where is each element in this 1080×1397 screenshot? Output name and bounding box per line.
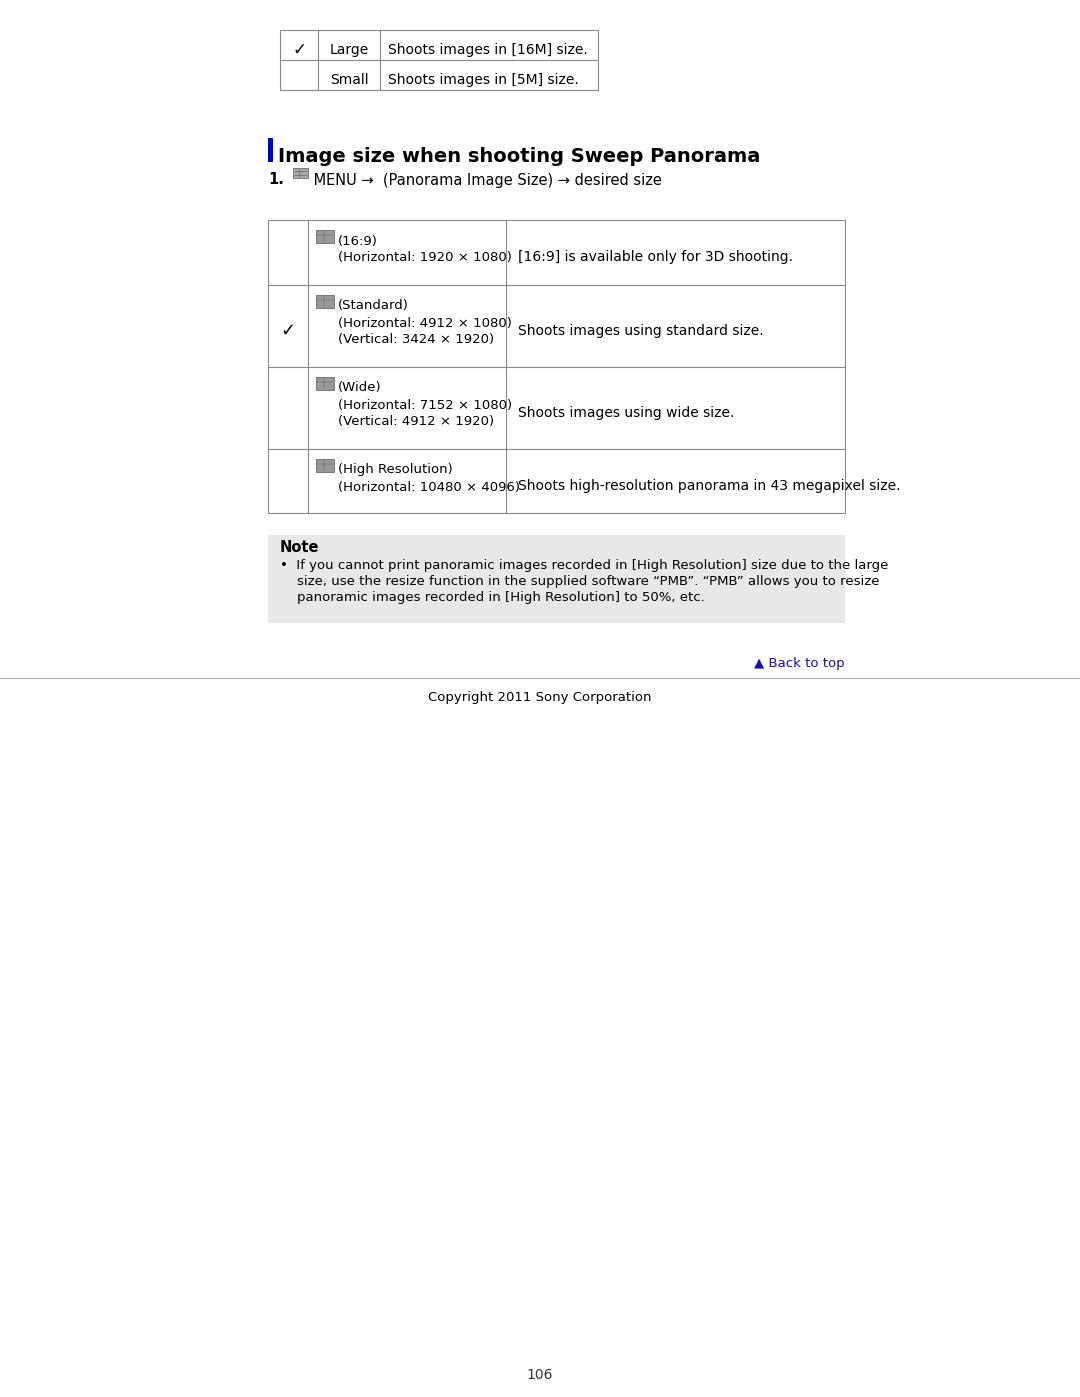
Bar xyxy=(293,168,308,179)
Text: (Vertical: 3424 × 1920): (Vertical: 3424 × 1920) xyxy=(338,334,495,346)
Bar xyxy=(268,219,845,513)
Text: (Vertical: 4912 × 1920): (Vertical: 4912 × 1920) xyxy=(338,415,495,429)
Bar xyxy=(268,535,845,623)
Bar xyxy=(268,138,273,162)
Text: Copyright 2011 Sony Corporation: Copyright 2011 Sony Corporation xyxy=(429,692,651,704)
Text: MENU →  (Panorama Image Size) → desired size: MENU → (Panorama Image Size) → desired s… xyxy=(309,172,662,187)
Text: (Standard): (Standard) xyxy=(338,299,409,313)
Bar xyxy=(316,231,334,243)
Text: Shoots images using wide size.: Shoots images using wide size. xyxy=(518,407,734,420)
Text: •  If you cannot print panoramic images recorded in [High Resolution] size due t: • If you cannot print panoramic images r… xyxy=(280,559,889,571)
Text: Small: Small xyxy=(329,73,368,87)
Text: Shoots images in [16M] size.: Shoots images in [16M] size. xyxy=(388,43,588,57)
Text: [16:9] is available only for 3D shooting.: [16:9] is available only for 3D shooting… xyxy=(518,250,793,264)
Text: 106: 106 xyxy=(527,1368,553,1382)
Text: (High Resolution): (High Resolution) xyxy=(338,464,453,476)
Text: Image size when shooting Sweep Panorama: Image size when shooting Sweep Panorama xyxy=(278,148,760,166)
Bar xyxy=(280,29,598,89)
Text: Large: Large xyxy=(329,43,368,57)
Text: Shoots images in [5M] size.: Shoots images in [5M] size. xyxy=(388,73,579,87)
Text: (Wide): (Wide) xyxy=(338,381,381,394)
Text: size, use the resize function in the supplied software “PMB”. “PMB” allows you t: size, use the resize function in the sup… xyxy=(280,574,879,588)
Text: Shoots images using standard size.: Shoots images using standard size. xyxy=(518,324,764,338)
Bar xyxy=(316,377,334,390)
Text: (Horizontal: 4912 × 1080): (Horizontal: 4912 × 1080) xyxy=(338,317,512,330)
Bar xyxy=(316,460,334,472)
Text: (Horizontal: 10480 × 4096): (Horizontal: 10480 × 4096) xyxy=(338,481,519,493)
Bar xyxy=(316,295,334,307)
Text: (16:9): (16:9) xyxy=(338,235,378,247)
Text: ✓: ✓ xyxy=(292,41,306,59)
Text: Note: Note xyxy=(280,541,320,556)
Text: Shoots high-resolution panorama in 43 megapixel size.: Shoots high-resolution panorama in 43 me… xyxy=(518,479,901,493)
Text: ▲ Back to top: ▲ Back to top xyxy=(754,658,845,671)
Text: (Horizontal: 7152 × 1080): (Horizontal: 7152 × 1080) xyxy=(338,398,512,412)
Text: (Horizontal: 1920 × 1080): (Horizontal: 1920 × 1080) xyxy=(338,251,512,264)
Text: panoramic images recorded in [High Resolution] to 50%, etc.: panoramic images recorded in [High Resol… xyxy=(280,591,705,604)
Text: ✓: ✓ xyxy=(281,321,296,339)
Text: 1.: 1. xyxy=(268,172,284,187)
